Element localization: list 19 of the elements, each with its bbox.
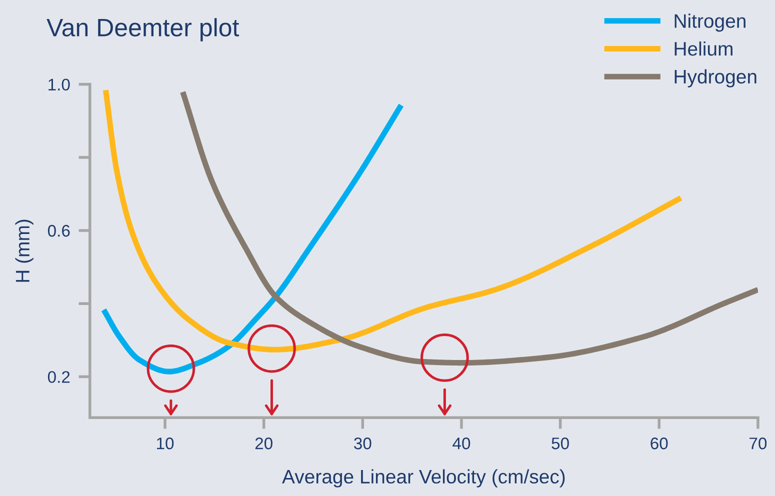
x-axis-title: Average Linear Velocity (cm/sec) — [282, 469, 565, 488]
point — [420, 334, 469, 382]
x-tick-label: 20 — [255, 438, 272, 450]
legend-label: Hydrogen — [674, 69, 756, 88]
x-tick-label: 50 — [552, 438, 569, 450]
y-axis-title: H (mm) — [15, 220, 34, 282]
y-tick-label: 0.6 — [48, 224, 70, 237]
x-tick-label: 60 — [650, 438, 668, 450]
x-tick-label: 70 — [750, 438, 767, 450]
legend-label: Helium — [674, 41, 732, 56]
chart-title: Van Deemter plot — [46, 18, 240, 42]
legend-label: Nitrogen — [674, 14, 746, 32]
point — [146, 344, 196, 393]
x-tick-label: 10 — [157, 438, 174, 450]
y-tick-label: 1.0 — [48, 78, 70, 91]
point — [248, 324, 296, 373]
x-tick-label: 40 — [452, 438, 470, 450]
x-tick-label: 30 — [354, 438, 372, 450]
y-tick-label: 0.2 — [48, 371, 70, 383]
